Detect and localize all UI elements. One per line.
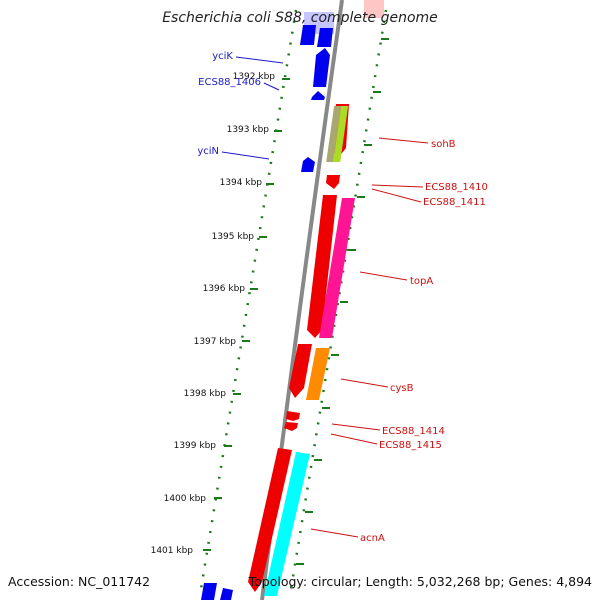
kbp-label-1398: 1398 kbp — [184, 389, 227, 399]
gene-bottom-blue-1[interactable] — [201, 583, 217, 600]
gene-ECS88_1406[interactable] — [313, 48, 330, 87]
kbp-label-1399: 1399 kbp — [174, 441, 217, 451]
label-ECS88_1410: ECS88_1410 — [425, 182, 488, 193]
label-yciK: yciK — [212, 51, 233, 62]
kbp-label-1392: 1392 kbp — [233, 72, 276, 82]
kbp-label-1400: 1400 kbp — [164, 494, 207, 504]
kbp-label-1401: 1401 kbp — [151, 546, 194, 556]
gene-sohB-olive[interactable] — [326, 106, 342, 162]
gene-acnA-red[interactable] — [248, 448, 292, 592]
leader-topA — [359, 271, 408, 281]
label-ECS88_1406: ECS88_1406 — [198, 77, 261, 88]
gene-topA-pink[interactable] — [319, 198, 355, 338]
forward-genes — [201, 25, 333, 600]
gene-forward-2[interactable] — [317, 28, 333, 47]
leader-ECS88_1414 — [331, 423, 381, 431]
gene-acnA-cyan[interactable] — [264, 452, 310, 596]
gene-small-blue[interactable] — [311, 91, 325, 100]
label-topA: topA — [410, 276, 433, 287]
label-acnA: acnA — [360, 533, 385, 544]
faded-feature-top-red — [364, 0, 384, 18]
kbp-label-1394: 1394 kbp — [220, 178, 263, 188]
label-sohB: sohB — [431, 139, 456, 150]
leader-cysB — [340, 378, 389, 388]
label-cysB: cysB — [390, 383, 414, 394]
kbp-axis: 1392 kbp 1393 kbp 1394 kbp 1395 kbp 1396… — [151, 72, 290, 556]
leader-ECS88_1411 — [371, 188, 422, 203]
right-tick-track — [288, 9, 388, 596]
gene-topA-red[interactable] — [307, 195, 337, 338]
kbp-label-1393: 1393 kbp — [227, 125, 270, 135]
reverse-genes — [248, 104, 355, 596]
kbp-label-1395: 1395 kbp — [212, 232, 255, 242]
map-title: Escherichia coli S88, complete genome — [162, 10, 438, 26]
gene-sohB-green[interactable] — [333, 106, 349, 162]
gene-cysB-orange[interactable] — [306, 348, 330, 400]
label-yciN: yciN — [197, 146, 219, 157]
right-ticks — [296, 38, 389, 565]
gene-ECS88_1415[interactable] — [284, 422, 298, 431]
label-ECS88_1414: ECS88_1414 — [382, 426, 445, 437]
gene-cysB-red[interactable] — [289, 344, 312, 398]
topology-label: Topology: circular; Length: 5,032,268 bp… — [248, 574, 592, 589]
leader-yciK — [235, 56, 284, 64]
leader-acnA — [310, 528, 359, 538]
gene-ECS88_1414[interactable] — [286, 411, 300, 421]
leader-ECS88_1415 — [330, 433, 378, 445]
label-ECS88_1411: ECS88_1411 — [423, 197, 486, 208]
gene-bottom-blue-2[interactable] — [220, 588, 233, 600]
kbp-label-1396: 1396 kbp — [203, 284, 246, 294]
leader-ECS88_1406 — [263, 82, 280, 91]
leader-yciN — [221, 151, 270, 160]
label-ECS88_1415: ECS88_1415 — [379, 440, 442, 451]
gene-yciN[interactable] — [301, 157, 315, 172]
accession-label: Accession: NC_011742 — [8, 574, 150, 589]
gene-ECS88_1410[interactable] — [326, 175, 340, 189]
left-tick-track — [198, 9, 298, 596]
kbp-label-1397: 1397 kbp — [194, 337, 237, 347]
leader-sohB — [378, 137, 429, 144]
gene-yciK[interactable] — [300, 25, 316, 45]
leader-ECS88_1410 — [371, 184, 424, 188]
